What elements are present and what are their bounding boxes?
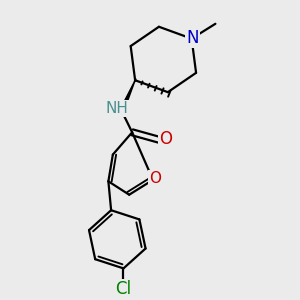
Text: Cl: Cl [116, 280, 131, 298]
Polygon shape [123, 80, 135, 105]
Text: NH: NH [106, 101, 129, 116]
Text: O: O [149, 171, 161, 186]
Text: N: N [186, 29, 199, 47]
Text: O: O [159, 130, 172, 148]
